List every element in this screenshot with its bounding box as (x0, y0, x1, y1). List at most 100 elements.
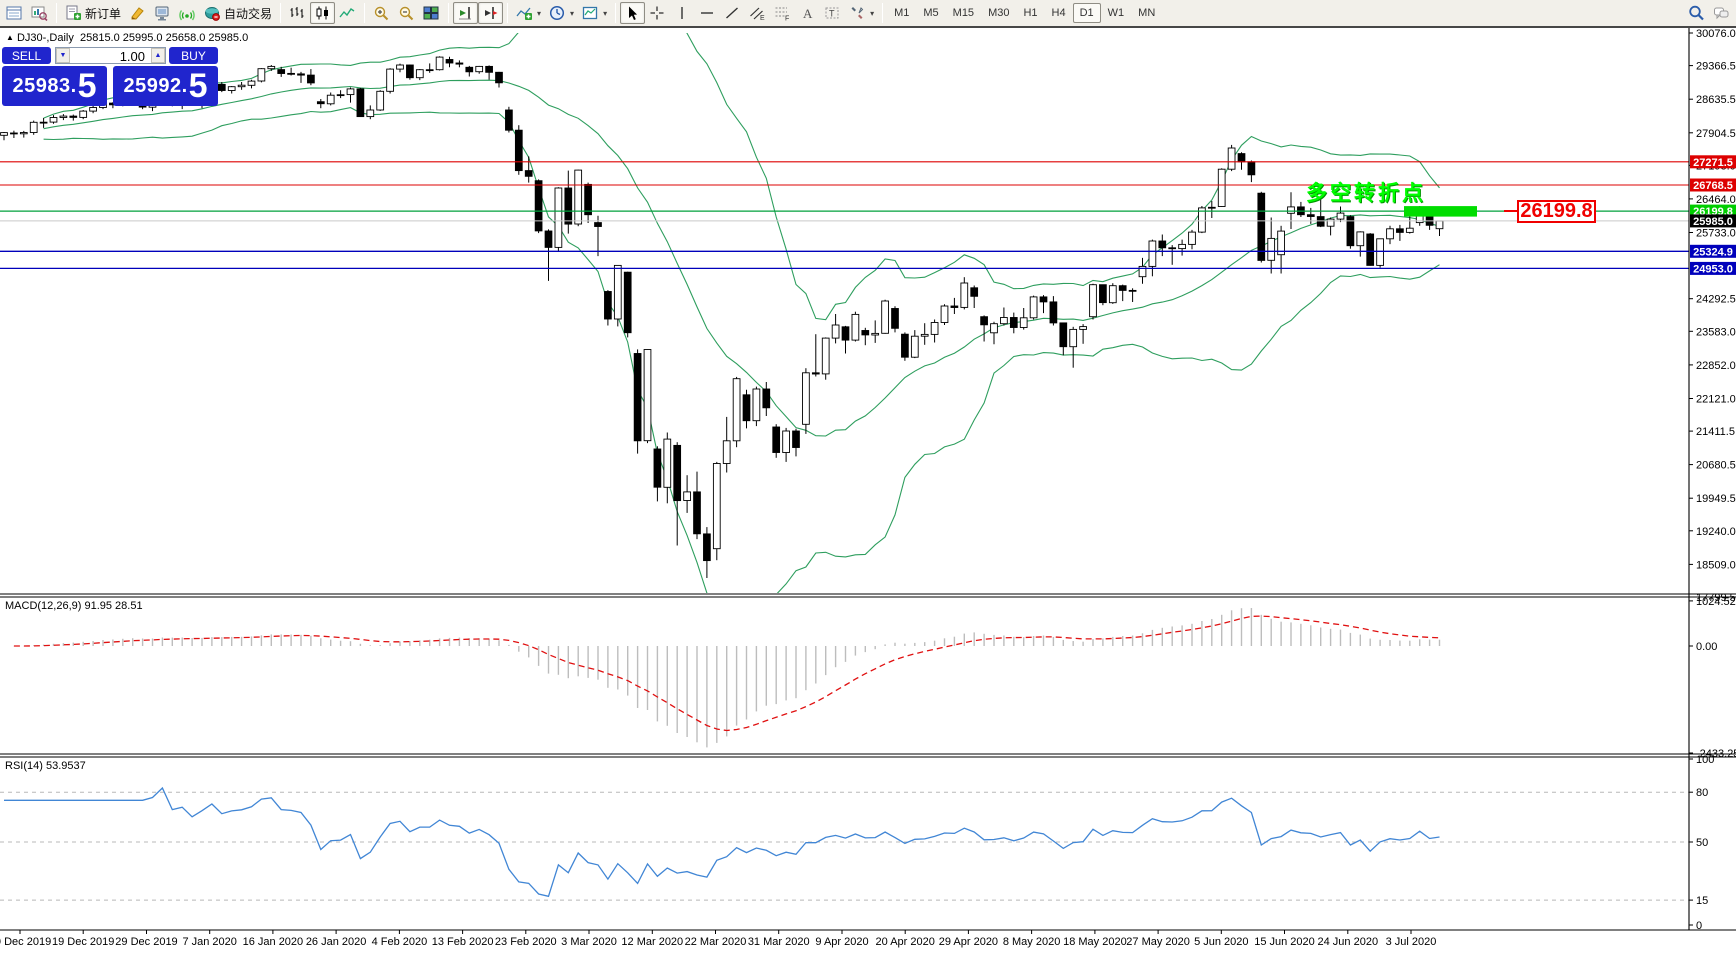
macd-axis[interactable]: 1024.52 0.00 -2433.25 (1689, 596, 1736, 760)
svg-text:29 Dec 2019: 29 Dec 2019 (115, 936, 177, 948)
chart-shift-button[interactable] (453, 2, 479, 24)
toolbar-separator (364, 3, 366, 23)
styler-button[interactable] (125, 2, 150, 24)
toolbar-group: 新订单 自动交易 (61, 1, 276, 25)
svg-text:29366.5: 29366.5 (1696, 61, 1736, 73)
collapse-triangle-icon[interactable]: ▲ (6, 33, 14, 42)
toolbar-separator (448, 3, 450, 23)
editor-icon (154, 5, 171, 21)
chart-candles-icon (314, 5, 331, 21)
horizontal-line-button[interactable] (695, 2, 720, 24)
timeframe-h1-button[interactable]: H1 (1023, 7, 1038, 19)
timeframe-m5-button[interactable]: M5 (923, 7, 939, 19)
svg-text:20680.5: 20680.5 (1696, 460, 1736, 472)
svg-text:27904.5: 27904.5 (1696, 128, 1736, 140)
svg-text:80: 80 (1696, 787, 1708, 799)
trendline-button[interactable] (720, 2, 745, 24)
sell-button[interactable]: SELL (2, 47, 51, 64)
periods-icon (549, 5, 566, 21)
highlight-green-bar (1404, 206, 1477, 217)
text-label-button[interactable]: T (820, 2, 845, 24)
window-list-button[interactable] (2, 2, 27, 24)
templates-button[interactable]: ▾ (578, 2, 611, 24)
timeframe-m1-button[interactable]: M1 (894, 7, 910, 19)
svg-text:25733.0: 25733.0 (1696, 228, 1736, 240)
sell-price-button[interactable]: 25983. 5 (2, 66, 107, 106)
toolbar-group (285, 1, 360, 25)
svg-text:16 Jan 2020: 16 Jan 2020 (243, 936, 304, 948)
periods-button[interactable]: ▾ (545, 2, 578, 24)
auto-scroll-button[interactable] (478, 2, 504, 24)
dropdown-caret-icon[interactable]: ▾ (870, 8, 875, 18)
buy-price-main: 25992. (123, 74, 188, 97)
price-callout-label[interactable]: 26199.8 (1517, 200, 1596, 224)
svg-text:-2433.25: -2433.25 (1696, 748, 1736, 760)
chart-window-button[interactable] (27, 2, 52, 24)
timeframe-group: M1 M5 M15 M30 H1 H4 D1 W1 MN (887, 1, 1162, 25)
tile-windows-button[interactable] (419, 2, 444, 24)
chart-bars-button[interactable] (285, 2, 310, 24)
chat-button[interactable] (1709, 2, 1734, 24)
timeframe-m15-button[interactable]: M15 (952, 7, 975, 19)
arrows-button[interactable]: ▾ (845, 2, 878, 24)
chart-window[interactable]: 30076.029366.528635.527904.527193.026464… (0, 28, 1736, 948)
svg-text:27271.5: 27271.5 (1693, 157, 1733, 169)
channel-button[interactable]: E (745, 2, 770, 24)
templates-icon (582, 5, 599, 21)
window-list-icon (6, 5, 23, 21)
dropdown-caret-icon[interactable]: ▾ (603, 8, 608, 18)
horizontal-level-lines[interactable] (0, 161, 1689, 270)
cursor-button[interactable] (620, 2, 646, 24)
timeframe-mn-button[interactable]: MN (1138, 7, 1156, 19)
crosshair-button[interactable] (645, 2, 670, 24)
svg-text:24 Jun 2020: 24 Jun 2020 (1318, 936, 1379, 948)
new-order-button[interactable]: 新订单 (61, 2, 125, 24)
svg-text:20 Apr 2020: 20 Apr 2020 (876, 936, 935, 948)
zoom-in-icon (373, 5, 390, 21)
timeframe-h4-button[interactable]: H4 (1051, 7, 1066, 19)
zoom-out-button[interactable] (394, 2, 419, 24)
svg-text:26768.5: 26768.5 (1693, 180, 1733, 192)
volume-increase-button[interactable]: ▲ (151, 48, 165, 63)
buy-price-big-digit: 5 (188, 67, 208, 105)
indicators-button[interactable]: ▾ (512, 2, 545, 24)
svg-text:T: T (829, 9, 835, 19)
chart-candles-button[interactable] (310, 2, 336, 24)
fibonacci-button[interactable]: F (770, 2, 795, 24)
rsi-axis[interactable]: 100 80 50 15 0 (1689, 754, 1714, 932)
dropdown-caret-icon[interactable]: ▾ (570, 8, 575, 18)
tile-windows-icon (423, 5, 440, 21)
macd-indicator-label: MACD(12,26,9) 91.95 28.51 (5, 600, 143, 612)
volume-decrease-button[interactable]: ▼ (56, 48, 70, 63)
toolbar-separator (56, 3, 57, 23)
turning-point-annotation[interactable]: 多空转折点 (1306, 182, 1426, 206)
macd-signal-line (13, 615, 1440, 732)
chart-line-button[interactable] (335, 2, 360, 24)
volume-value[interactable]: 1.00 (119, 49, 145, 64)
search-button[interactable] (1684, 2, 1709, 24)
svg-text:8 May 2020: 8 May 2020 (1003, 936, 1060, 948)
zoom-in-button[interactable] (369, 2, 394, 24)
svg-text:15: 15 (1696, 895, 1708, 907)
text-button[interactable]: A (795, 2, 820, 24)
autotrade-button[interactable]: 自动交易 (200, 2, 276, 24)
timeframe-w1-button[interactable]: W1 (1107, 7, 1125, 19)
timeframe-d1-button[interactable]: D1 (1072, 3, 1101, 23)
chart-ohlc-readout: 25815.0 25995.0 25658.0 25985.0 (79, 32, 249, 44)
buy-button[interactable]: BUY (169, 47, 218, 64)
signal-icon (179, 5, 196, 21)
svg-text:18 May 2020: 18 May 2020 (1063, 936, 1127, 948)
vertical-line-button[interactable] (670, 2, 695, 24)
svg-text:22 Mar 2020: 22 Mar 2020 (685, 936, 747, 948)
svg-text:12 Mar 2020: 12 Mar 2020 (621, 936, 683, 948)
volume-spinner: ▼ 1.00 ▲ (55, 47, 166, 64)
chart-plot-area[interactable]: 30076.029366.528635.527904.527193.026464… (0, 28, 1736, 953)
buy-price-button[interactable]: 25992. 5 (113, 66, 218, 106)
svg-text:9 Apr 2020: 9 Apr 2020 (815, 936, 868, 948)
signal-button[interactable] (175, 2, 200, 24)
dropdown-caret-icon[interactable]: ▾ (537, 8, 542, 18)
editor-button[interactable] (150, 2, 175, 24)
sell-price-main: 25983. (12, 74, 77, 97)
timeframe-m30-button[interactable]: M30 (988, 7, 1010, 19)
